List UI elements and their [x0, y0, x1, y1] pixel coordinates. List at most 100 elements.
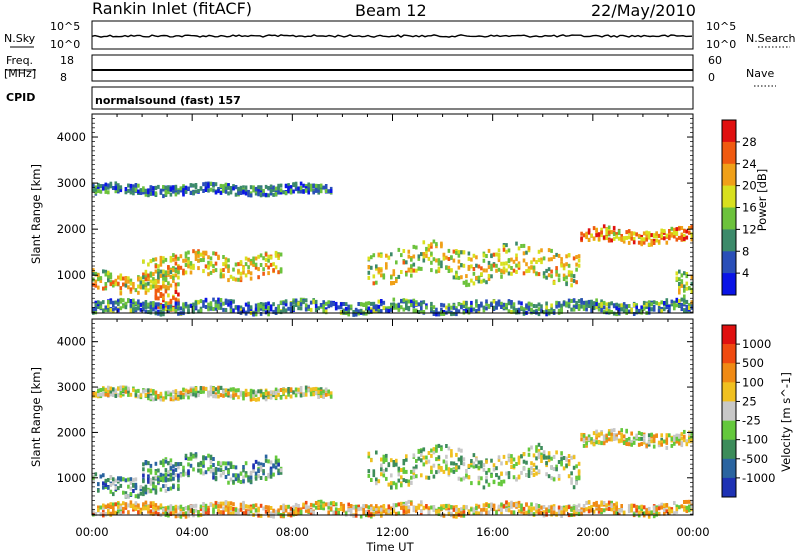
echo-cell — [144, 305, 148, 310]
echo-cell — [299, 181, 303, 186]
echo-cell — [582, 443, 586, 448]
echo-cell — [184, 392, 188, 397]
echo-cell — [647, 235, 651, 240]
echo-cell — [507, 471, 511, 476]
echo-cell — [174, 297, 178, 302]
echo-cell — [625, 442, 628, 446]
echo-cell — [217, 508, 220, 513]
echo-cell — [420, 500, 423, 505]
echo-cell — [262, 189, 265, 193]
echo-cell — [437, 258, 441, 263]
echo-cell — [445, 255, 448, 260]
echo-cell — [312, 190, 315, 195]
echo-cell — [257, 461, 260, 466]
echo-cell — [224, 475, 228, 479]
echo-cell — [239, 390, 243, 395]
echo-cell — [460, 448, 463, 453]
echo-cell — [187, 186, 190, 191]
echo-cell — [500, 479, 503, 484]
echo-cell — [452, 461, 456, 466]
echo-cell — [309, 392, 313, 397]
echo-cell — [159, 262, 163, 267]
echo-cell — [312, 300, 315, 305]
echo-cell — [397, 307, 401, 312]
echo-cell — [144, 282, 148, 287]
echo-cell — [314, 188, 318, 193]
echo-cell — [207, 505, 210, 510]
echo-cell — [415, 300, 418, 305]
echo-cell — [194, 503, 198, 508]
echo-cell — [152, 509, 155, 514]
echo-cell — [517, 263, 521, 268]
echo-cell — [455, 514, 458, 519]
echo-cell — [557, 273, 561, 278]
echo-cell — [324, 502, 328, 507]
echo-cell — [149, 308, 153, 313]
echo-cell — [622, 511, 626, 516]
echo-cell — [442, 504, 446, 509]
echo-cell — [144, 290, 148, 295]
echo-cell — [252, 397, 255, 401]
colorbar-swatch — [722, 363, 736, 383]
echo-cell — [342, 508, 345, 513]
echo-cell — [174, 393, 178, 398]
echo-cell — [375, 304, 378, 309]
echo-cell — [597, 440, 601, 444]
echo-cell — [127, 386, 130, 391]
echo-cell — [154, 510, 158, 515]
echo-cell — [267, 301, 270, 306]
echo-cell — [555, 304, 558, 309]
echo-cell — [189, 452, 193, 457]
echo-cell — [582, 437, 586, 442]
echo-cell — [234, 262, 238, 267]
y-tick-label: 4000 — [57, 335, 86, 349]
echo-cell — [182, 190, 185, 195]
echo-cell — [492, 252, 496, 257]
echo-cell — [104, 392, 108, 397]
echo-cell — [97, 389, 100, 393]
echo-cell — [177, 475, 180, 480]
echo-cell — [142, 389, 145, 394]
echo-cell — [234, 510, 238, 515]
echo-cell — [237, 262, 240, 267]
echo-cell — [219, 504, 223, 509]
echo-cell — [304, 307, 308, 312]
echo-cell — [575, 475, 578, 480]
echo-cell — [510, 510, 513, 515]
echo-cell — [610, 238, 613, 243]
echo-cell — [252, 312, 255, 316]
echo-cell — [259, 476, 263, 480]
echo-cell — [432, 447, 436, 452]
echo-cell — [317, 306, 320, 311]
echo-cell — [560, 257, 563, 262]
echo-cell — [505, 471, 508, 476]
echo-cell — [457, 275, 461, 280]
echo-cell — [344, 306, 348, 311]
echo-cell — [460, 513, 463, 518]
echo-cell — [207, 307, 210, 312]
echo-cell — [249, 475, 253, 480]
echo-cell — [567, 270, 571, 275]
echo-cell — [497, 253, 501, 258]
echo-cell — [259, 311, 263, 316]
echo-cell — [688, 286, 691, 291]
echo-cell — [487, 503, 491, 508]
echo-cell — [259, 306, 263, 311]
echo-cell — [595, 228, 598, 233]
echo-cell — [372, 509, 376, 514]
echo-cell — [279, 269, 283, 274]
echo-cell — [492, 467, 496, 472]
echo-cell — [187, 304, 190, 309]
echo-cell — [490, 267, 493, 272]
echo-cell — [177, 301, 180, 306]
echo-cell — [395, 260, 398, 265]
echo-cell — [555, 467, 558, 472]
echo-cell — [262, 471, 265, 476]
echo-cell — [467, 266, 471, 271]
echo-cell — [492, 480, 496, 485]
echo-cell — [527, 447, 531, 452]
echo-cell — [635, 512, 638, 517]
echo-cell — [227, 510, 230, 515]
echo-cell — [597, 302, 601, 307]
echo-cell — [267, 271, 270, 276]
